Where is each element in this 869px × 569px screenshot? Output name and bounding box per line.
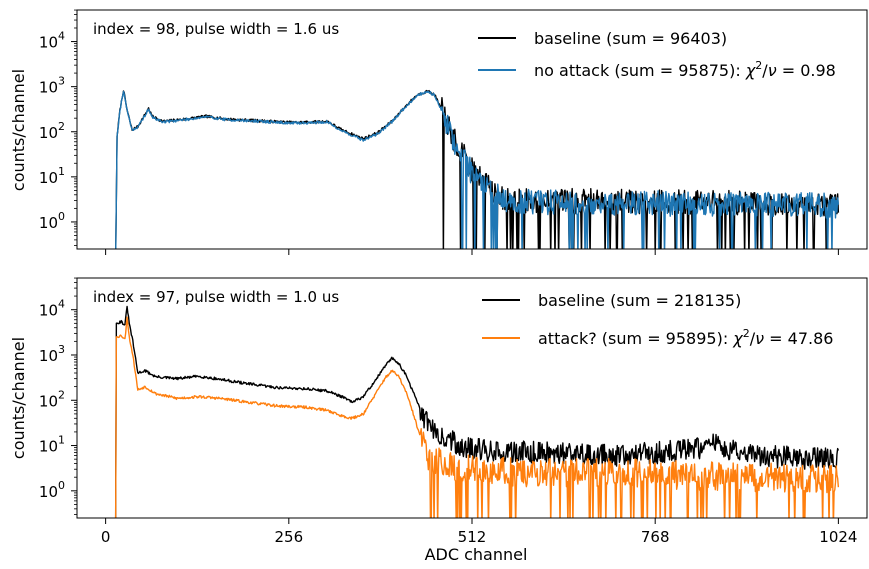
series-top	[115, 89, 840, 249]
x-tick-label: 768	[641, 528, 670, 546]
top-panel: 100 101 102 103 104 index = 98, pulse width …	[9, 9, 868, 255]
y-tick-label: 101	[39, 165, 65, 187]
y-tick-label: 104	[39, 30, 65, 52]
x-tick-label: 1024	[819, 528, 857, 546]
y-tick-label: 103	[39, 75, 65, 97]
x-tick-label: 512	[458, 528, 487, 546]
x-tick-label: 0	[101, 528, 111, 546]
annotation-top: index = 98, pulse width = 1.6 us	[93, 20, 339, 38]
y-ticks-top: 100 101 102 103 104	[39, 9, 77, 246]
y-tick-label: 103	[39, 343, 65, 365]
x-axis-label: ADC channel	[425, 545, 528, 564]
series-line-bottom-0	[114, 305, 840, 518]
legend-label-attack-bottom: attack? (sum = 95895): χ2/ν = 47.86	[538, 327, 833, 348]
y-tick-label: 100	[39, 479, 65, 501]
y-axis-label-top: counts/channel	[9, 69, 28, 191]
series-bottom	[114, 305, 840, 518]
x-ticks-top	[105, 249, 839, 255]
bottom-panel: 100 101 102 103 104 0 256 512 768 1024 index = 9…	[9, 277, 868, 564]
y-tick-label: 100	[39, 210, 65, 232]
y-tick-label: 102	[39, 388, 65, 410]
y-tick-label: 102	[39, 120, 65, 142]
y-tick-label: 104	[39, 298, 65, 320]
y-axis-label-bottom: counts/channel	[9, 337, 28, 459]
x-tick-label: 256	[274, 528, 303, 546]
x-ticks-bottom: 0 256 512 768 1024	[101, 518, 857, 546]
y-tick-label: 101	[39, 434, 65, 456]
annotation-bottom: index = 97, pulse width = 1.0 us	[93, 288, 339, 306]
legend-label-baseline-top: baseline (sum = 96403)	[534, 29, 727, 48]
y-ticks-bottom: 100 101 102 103 104	[39, 277, 77, 515]
series-line-bottom-1	[114, 316, 840, 518]
legend-bottom: baseline (sum = 218135) attack? (sum = 9…	[482, 291, 833, 348]
legend-label-baseline-bottom: baseline (sum = 218135)	[538, 291, 741, 310]
legend-top: baseline (sum = 96403) no attack (sum = …	[478, 29, 836, 80]
series-line-top-1	[115, 90, 840, 249]
legend-label-noattack-top: no attack (sum = 95875): χ2/ν = 0.98	[534, 59, 836, 80]
